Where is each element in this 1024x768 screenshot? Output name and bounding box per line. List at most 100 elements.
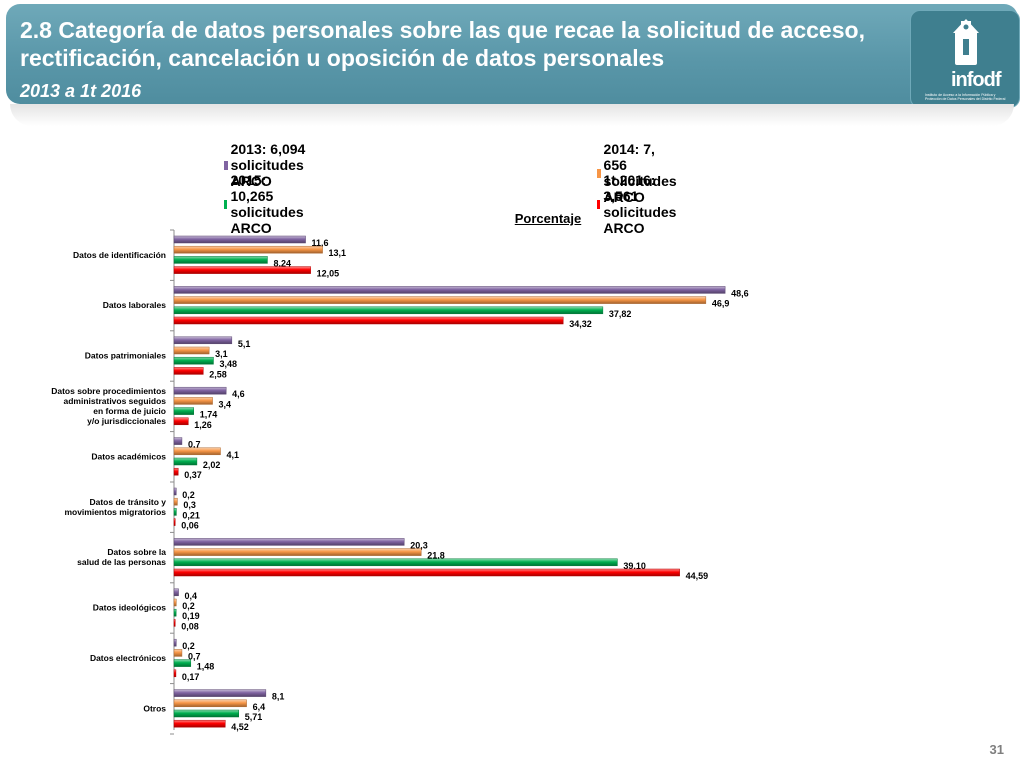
bar — [173, 316, 564, 325]
data-label: 0,17 — [182, 672, 200, 682]
category-label: en forma de juicio — [93, 406, 166, 416]
data-label: 3,1 — [215, 349, 228, 359]
chart-title-wrap: Porcentaje — [0, 210, 1024, 228]
data-label: 4,6 — [232, 389, 245, 399]
bar — [173, 588, 179, 597]
data-label: 0,7 — [188, 651, 201, 661]
data-label: 0,7 — [188, 440, 201, 450]
data-label: 0,37 — [184, 470, 202, 480]
emblem-icon — [953, 19, 979, 65]
bar — [173, 447, 221, 456]
data-label: 46,9 — [712, 299, 730, 309]
legend-label-2014: 2014: 7, 656 solicitudes ARCO — [603, 141, 677, 205]
category-label: Datos académicos — [91, 451, 166, 461]
data-label: 0,19 — [182, 611, 200, 621]
category-label: Datos de identificación — [73, 250, 166, 260]
legend-label-2015: 2015: 10,265 solicitudes ARCO — [230, 172, 304, 236]
bar — [173, 407, 194, 415]
data-label: 21,8 — [427, 551, 445, 561]
data-label: 12,05 — [317, 269, 340, 279]
data-label: 4,1 — [226, 450, 239, 460]
data-label: 3,4 — [219, 399, 232, 409]
bar — [173, 689, 267, 697]
infodf-logo: infodf Instituto de Acceso a la Informac… — [910, 10, 1020, 108]
bar — [173, 608, 177, 617]
data-label: 0,2 — [182, 601, 195, 611]
data-label: 5,71 — [245, 712, 263, 722]
bar — [173, 367, 204, 375]
data-label: 4,52 — [231, 722, 249, 732]
data-label: 0,08 — [181, 621, 199, 631]
bar — [173, 245, 323, 254]
bar — [173, 417, 189, 426]
category-label: movimientos migratorios — [64, 507, 166, 517]
bar — [173, 518, 176, 526]
data-label: 2,58 — [209, 369, 227, 379]
logo-small-text: Instituto de Acceso a la Información Púb… — [925, 93, 1006, 101]
bar — [173, 659, 192, 667]
data-label: 6,4 — [253, 702, 266, 712]
category-label: administrativos seguidos — [64, 396, 167, 406]
legend-swatch-2015 — [224, 199, 228, 209]
data-label: 39,10 — [623, 561, 646, 571]
bar — [173, 619, 176, 627]
legend-item-2013: 2013: 6,094 solicitudes ARCO — [224, 141, 309, 189]
bar — [173, 497, 178, 506]
page-subtitle: 2013 a 1t 2016 — [20, 81, 142, 101]
bar — [173, 467, 179, 476]
category-label: Datos ideológicos — [93, 603, 166, 613]
legend-swatch-2016 — [597, 199, 601, 209]
data-label: 5,1 — [238, 339, 251, 349]
bar — [173, 397, 213, 405]
bar — [173, 548, 422, 556]
data-label: 11,6 — [312, 238, 329, 248]
data-label: 0,21 — [182, 510, 200, 520]
legend-label-2016: 1t 2016: 3,561 solicitudes ARCO — [603, 172, 677, 236]
data-label: 8,1 — [272, 692, 285, 702]
legend-item-2015: 2015: 10,265 solicitudes ARCO — [224, 172, 309, 236]
data-label: 0,4 — [185, 591, 198, 601]
data-label: 0,3 — [183, 500, 196, 510]
bar — [173, 437, 183, 445]
bar — [173, 538, 405, 546]
bar — [173, 487, 177, 496]
bar — [173, 598, 177, 607]
category-label: salud de las personas — [77, 557, 166, 567]
bar — [173, 508, 177, 516]
data-label: 13,1 — [329, 248, 347, 258]
bar — [173, 558, 618, 567]
data-label: 1,26 — [194, 420, 212, 430]
header-banner: 2.8 Categoría de datos personales sobre … — [6, 4, 1020, 108]
data-label: 37,82 — [609, 309, 632, 319]
legend-swatch-2013 — [224, 160, 228, 170]
bar — [173, 649, 183, 657]
bar — [173, 699, 247, 708]
data-label: 0,2 — [182, 490, 195, 500]
chart-title: Porcentaje — [514, 211, 582, 226]
data-label: 2,02 — [203, 460, 221, 470]
category-label: Datos patrimoniales — [85, 351, 167, 361]
bar — [173, 386, 227, 395]
bar — [173, 306, 604, 315]
bar — [173, 709, 240, 718]
logo-text: infodf — [951, 69, 1002, 91]
data-label: 0,06 — [181, 521, 199, 531]
data-label: 8,24 — [273, 258, 291, 268]
legend-item-2016: 1t 2016: 3,561 solicitudes ARCO — [597, 172, 682, 236]
legend-label-2013: 2013: 6,094 solicitudes ARCO — [230, 141, 306, 189]
data-label: 3,48 — [219, 359, 237, 369]
category-label: Datos de tránsito y — [89, 497, 166, 507]
bar — [173, 356, 214, 365]
page-number: 31 — [989, 742, 1004, 757]
legend-item-2014: 2014: 7, 656 solicitudes ARCO — [597, 141, 682, 205]
bar — [173, 286, 726, 294]
category-label: Datos laborales — [103, 300, 167, 310]
page-title: 2.8 Categoría de datos personales sobre … — [20, 17, 865, 71]
bar — [173, 336, 233, 345]
bar — [173, 638, 177, 647]
category-label: Datos sobre la — [107, 547, 166, 557]
data-label: 44,59 — [686, 571, 709, 581]
category-label: Otros — [143, 703, 166, 713]
bar — [173, 719, 226, 728]
